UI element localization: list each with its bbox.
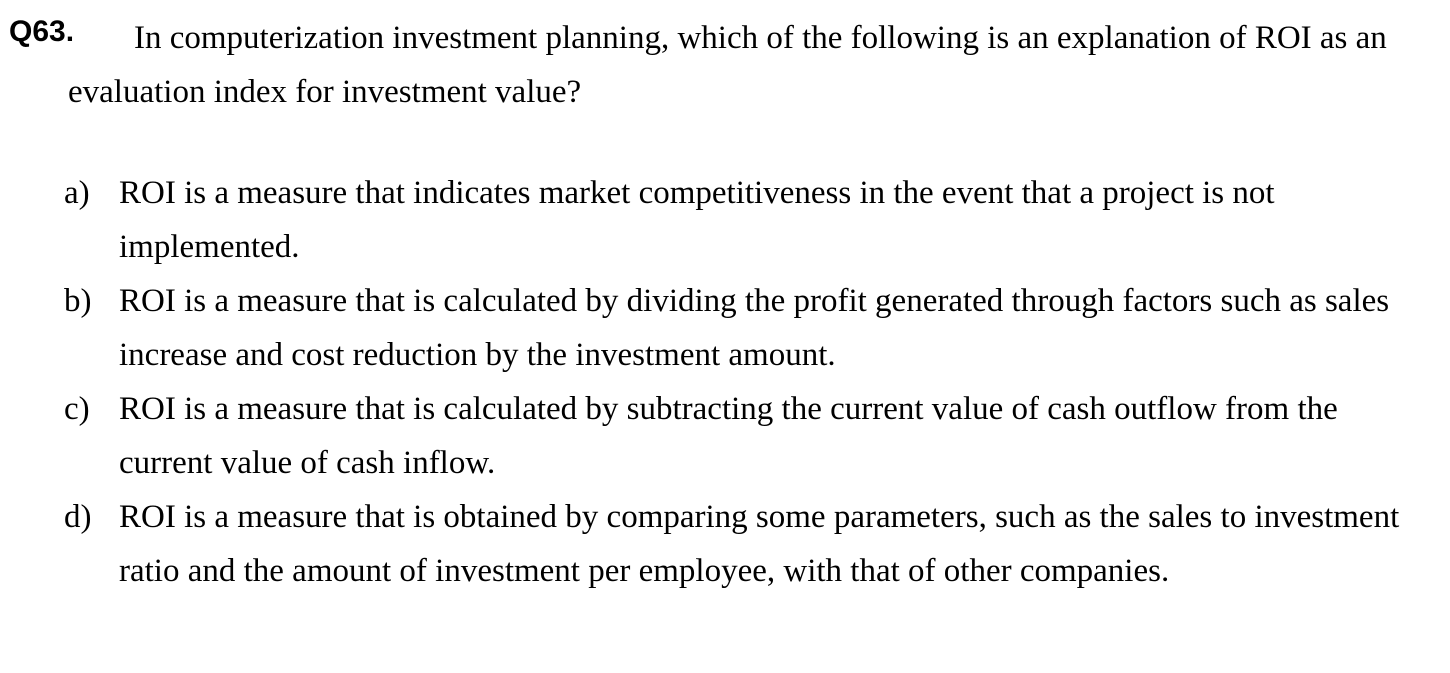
option-d-text: ROI is a measure that is obtained by com… (119, 499, 1400, 589)
option-c-text: ROI is a measure that is calculated by s… (119, 391, 1338, 481)
option-a-text: ROI is a measure that indicates market c… (119, 175, 1275, 265)
option-b-text: ROI is a measure that is calculated by d… (119, 283, 1390, 373)
option-c: c) ROI is a measure that is calculated b… (64, 382, 1434, 490)
question-number: Q63. (9, 15, 75, 48)
option-b: b) ROI is a measure that is calculated b… (64, 274, 1434, 382)
option-b-letter: b) (64, 283, 92, 319)
option-d: d) ROI is a measure that is obtained by … (64, 490, 1434, 598)
question-text: In computerization investment planning, … (68, 20, 1387, 110)
answer-options-list: a) ROI is a measure that indicates marke… (64, 166, 1434, 598)
option-a: a) ROI is a measure that indicates marke… (64, 166, 1434, 274)
option-d-letter: d) (64, 499, 92, 535)
option-c-letter: c) (64, 391, 90, 427)
option-a-letter: a) (64, 175, 90, 211)
